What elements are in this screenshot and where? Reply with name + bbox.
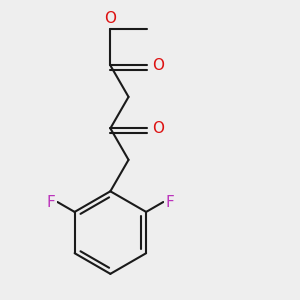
Text: F: F xyxy=(165,194,174,209)
Text: O: O xyxy=(152,58,164,73)
Text: O: O xyxy=(104,11,116,26)
Text: O: O xyxy=(152,121,164,136)
Text: F: F xyxy=(47,194,56,209)
